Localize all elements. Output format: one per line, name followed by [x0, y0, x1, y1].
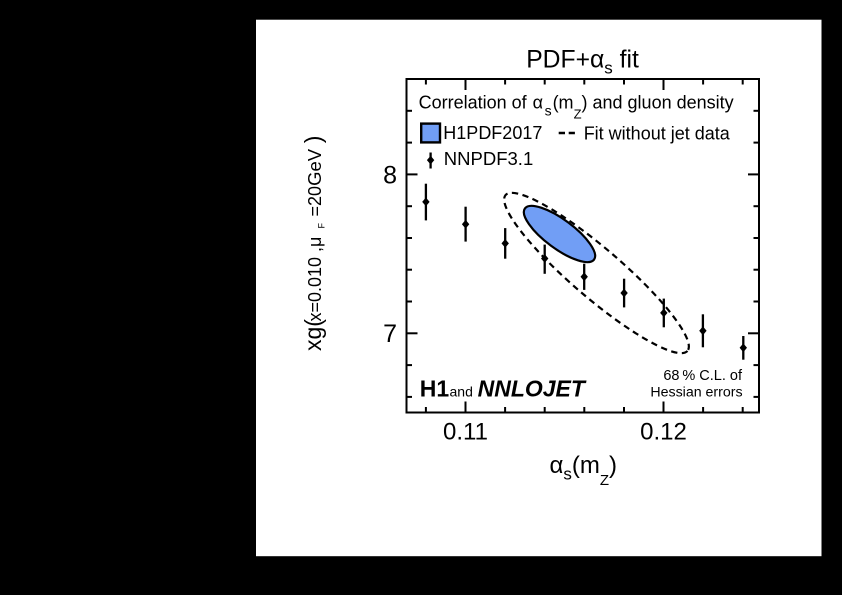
svg-text:0.11: 0.11 — [443, 418, 488, 445]
svg-text:=20: =20 — [305, 186, 325, 217]
svg-text:H1PDF2017: H1PDF2017 — [443, 123, 542, 143]
svg-text:GeV: GeV — [304, 148, 325, 186]
svg-text:H1: H1 — [420, 375, 450, 401]
svg-text:7: 7 — [383, 320, 397, 348]
svg-text:68 % C.L. of: 68 % C.L. of — [663, 368, 743, 384]
svg-text:x=0.010 ,μ: x=0.010 ,μ — [305, 237, 325, 322]
svg-text:PDF+αs fit: PDF+αs fit — [526, 46, 639, 77]
svg-text:): ) — [300, 136, 326, 144]
svg-text:NNPDF3.1: NNPDF3.1 — [444, 148, 533, 169]
svg-text:and: and — [450, 383, 473, 399]
svg-text:F: F — [317, 223, 327, 229]
svg-text:Fit without jet data: Fit without jet data — [584, 123, 731, 143]
svg-text:0.12: 0.12 — [640, 418, 687, 445]
svg-text:xg(: xg( — [300, 319, 326, 351]
svg-text:Hessian errors: Hessian errors — [650, 384, 742, 400]
svg-text:NNLOJET: NNLOJET — [478, 375, 587, 401]
svg-text:8: 8 — [383, 161, 397, 189]
